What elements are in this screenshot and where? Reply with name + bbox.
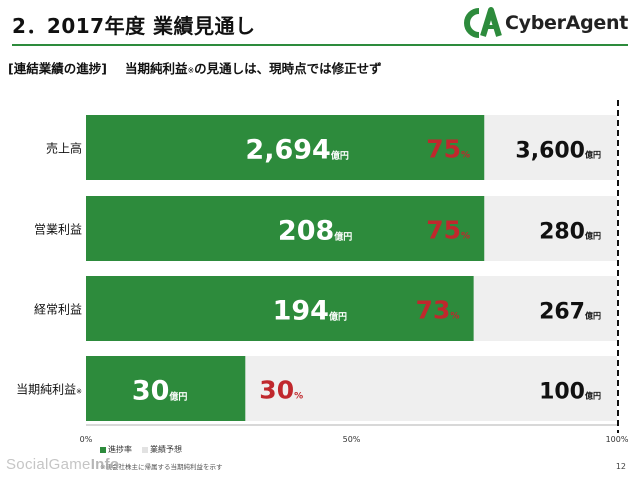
progress-value-label-1: 208億円 (278, 216, 352, 247)
company-logo: CyberAgent (459, 6, 628, 40)
subtitle-note-mark: ※ (187, 66, 195, 75)
progress-value-label-0: 2,694億円 (245, 135, 348, 166)
progress-value-label-3: 30億円 (132, 376, 188, 407)
section-label: [連結業績の進捗] (8, 61, 107, 76)
subtitle-text-after: の見通しは、現時点では修正せず (194, 61, 382, 76)
watermark-part2: Info (90, 456, 120, 473)
page-title: 2．2017年度 業績見通し (12, 14, 256, 38)
legend-swatch-forecast (142, 446, 148, 453)
category-label-0: 売上高 (46, 141, 82, 156)
legend-item-forecast: 業績予想 (142, 444, 182, 455)
category-label-1: 営業利益 (34, 223, 82, 237)
chart-legend: 進捗率 業績予想 (100, 444, 182, 455)
percent-label-0: 75% (426, 135, 470, 164)
x-tick-label-0: 0% (80, 435, 93, 444)
title-divider (12, 44, 628, 46)
x-tick-label-2: 100% (606, 435, 629, 444)
percent-label-3: 30% (259, 376, 303, 405)
legend-label-progress: 進捗率 (108, 445, 132, 454)
progress-bar-1 (86, 196, 485, 261)
legend-item-progress: 進捗率 (100, 444, 132, 455)
cyberagent-logo-icon (464, 7, 502, 38)
percent-label-1: 75% (426, 216, 470, 245)
logo-text: CyberAgent (505, 12, 628, 34)
legend-label-forecast: 業績予想 (150, 445, 182, 454)
progress-bar-2 (86, 276, 474, 341)
forecast-value-label-0: 3,600億円 (515, 139, 601, 164)
progress-bar-3 (86, 356, 246, 421)
category-label-2: 経常利益 (34, 303, 82, 317)
percent-label-2: 73% (416, 296, 460, 325)
progress-bar-0 (86, 115, 485, 180)
subtitle: [連結業績の進捗] 当期純利益※の見通しは、現時点では修正せず (8, 58, 382, 77)
x-tick-label-1: 50% (343, 435, 361, 444)
forecast-value-label-2: 267億円 (539, 300, 601, 325)
legend-swatch-progress (100, 446, 106, 453)
subtitle-text-before: 当期純利益 (124, 61, 188, 76)
page-number: 12 (615, 462, 626, 471)
watermark-part1: SocialGame (6, 456, 91, 473)
footnote: ※親会社株主に帰属する当期純利益を示す (100, 463, 223, 471)
progress-value-label-2: 194億円 (273, 296, 347, 327)
forecast-value-label-3: 100億円 (539, 380, 601, 405)
category-label-3: 当期純利益※ (16, 383, 82, 397)
forecast-value-label-1: 280億円 (539, 220, 601, 245)
watermark: SocialGameInfo (6, 456, 119, 473)
